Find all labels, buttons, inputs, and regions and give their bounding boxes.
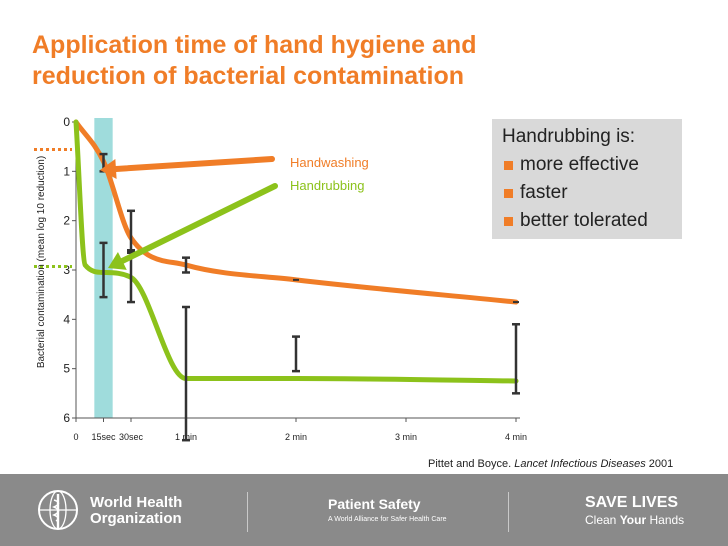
who-name: World Health Organization [90, 495, 182, 527]
who-name-line-1: World Health [90, 494, 183, 511]
citation-authors: Pittet and Boyce. [428, 458, 512, 470]
summary-list: more effective faster better tolerated [502, 151, 672, 235]
your-word: Your [619, 513, 647, 527]
handrubbing-error-bar [99, 241, 108, 299]
x-tick-label: 30sec [119, 432, 144, 442]
y-tick-label: 3 [63, 263, 70, 277]
citation: Pittet and Boyce. Lancet Infectious Dise… [428, 458, 673, 470]
handwashing-line [73, 119, 519, 305]
summary-heading: Handrubbing is: [502, 126, 636, 147]
x-tick-label: 3 min [395, 432, 417, 442]
clean-hands-tagline: Clean Your Hands [585, 513, 684, 527]
who-name-line-2: Organization [90, 510, 182, 527]
y-tick-label: 6 [63, 411, 70, 425]
handrubbing-line [73, 119, 519, 384]
summary-item-effective: more effective [502, 151, 672, 179]
x-tick-label: 0 [73, 432, 78, 442]
y-tick-label: 0 [63, 115, 70, 129]
chart-title-line-2: reduction of bacterial contamination [32, 62, 464, 90]
patient-safety-logo: Patient Safety A World Alliance for Safe… [328, 496, 447, 523]
who-logo-icon [38, 490, 78, 530]
summary-box: Handrubbing is: more effective faster be… [492, 119, 682, 239]
y-tick-label: 1 [63, 164, 70, 178]
x-tick-label: 15sec [91, 432, 116, 442]
handrubbing-arrow [108, 183, 278, 270]
footer-divider [247, 492, 248, 532]
handrubbing-error-bar [182, 305, 190, 442]
handrubbing-arrow-shaft [119, 183, 278, 264]
legend-handwashing: Handwashing [290, 155, 369, 170]
handrubbing-error-bar [292, 335, 300, 373]
chart-title-line-1: Application time of hand hygiene and [32, 31, 477, 59]
save-lives-title: SAVE LIVES [585, 494, 679, 511]
x-tick-label: 4 min [505, 432, 527, 442]
chart-title: Application time of hand hygiene and red… [32, 30, 672, 92]
clean-word: Clean [585, 513, 620, 527]
hands-word: Hands [646, 513, 685, 527]
y-tick-label: 5 [63, 362, 70, 376]
patient-safety-subtitle: A World Alliance for Safer Health Care [328, 516, 447, 523]
handwashing-error-bar [182, 256, 190, 274]
citation-year: 2001 [648, 458, 674, 470]
x-tick-label: 2 min [285, 432, 307, 442]
patient-safety-title: Patient Safety [328, 496, 421, 512]
handrubbing-error-bar [512, 323, 520, 395]
citation-journal: Lancet Infectious Diseases [514, 458, 646, 470]
y-axis-label: Bacterial contamination (mean log 10 red… [36, 156, 47, 368]
y-tick-label: 2 [63, 214, 70, 228]
summary-item-faster: faster [502, 179, 672, 207]
legend-handrubbing: Handrubbing [290, 178, 364, 193]
footer-bar: World Health Organization Patient Safety… [0, 474, 728, 546]
handwashing-arrow-head [100, 158, 117, 179]
y-tick-label: 4 [63, 312, 70, 326]
handwashing-arrow [100, 156, 275, 179]
handrubbing-arrow-head [108, 251, 127, 270]
save-lives-logo: SAVE LIVES Clean Your Hands [585, 494, 684, 527]
footer-divider [508, 492, 509, 532]
handwashing-arrow-shaft [112, 156, 275, 172]
summary-item-tolerated: better tolerated [502, 207, 672, 235]
